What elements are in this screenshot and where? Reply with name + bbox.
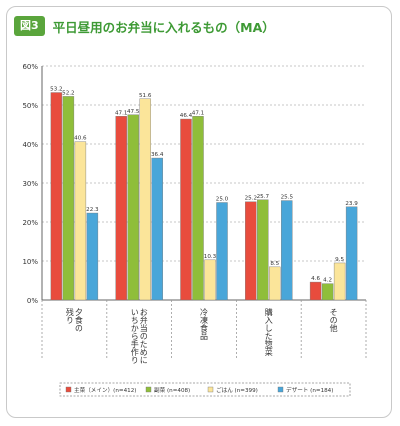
x-category-label: 購入した惣菜 <box>264 307 273 357</box>
x-category-label: いちから手作り <box>130 308 139 364</box>
bar <box>139 98 151 301</box>
y-tick-label: 30% <box>22 180 38 188</box>
data-label: 53.2 <box>50 87 62 93</box>
figure-title: 平日昼用のお弁当に入れるもの（MA） <box>52 19 275 35</box>
y-tick-label: 60% <box>22 63 38 71</box>
data-label: 9.5 <box>335 257 344 263</box>
y-tick-label: 10% <box>22 258 38 266</box>
bar <box>86 212 99 301</box>
figure-header: 図3 平日昼用のお弁当に入れるもの（MA） <box>14 14 275 38</box>
y-tick-label: 20% <box>22 219 38 227</box>
data-label: 8.5 <box>270 261 279 267</box>
x-category-label: その他 <box>329 308 338 333</box>
legend-swatch <box>277 386 284 393</box>
data-label: 40.6 <box>74 136 87 142</box>
legend-label: デザート (n=184) <box>286 386 333 394</box>
bar <box>245 201 257 301</box>
data-label: 10.3 <box>204 254 217 260</box>
x-category-label: お弁当のために <box>139 308 148 364</box>
y-tick-label: 50% <box>22 102 38 110</box>
bar <box>269 266 281 301</box>
data-label: 47.1 <box>115 110 128 116</box>
bar <box>281 200 293 301</box>
legend-swatch <box>145 386 152 393</box>
data-label: 4.2 <box>323 278 332 284</box>
legend-label: 主菜（メイン）(n=412) <box>74 386 136 394</box>
bar <box>127 114 139 301</box>
data-label: 23.9 <box>345 201 358 207</box>
data-label: 25.5 <box>281 195 294 201</box>
bar <box>333 262 346 301</box>
data-label: 25.0 <box>216 197 229 203</box>
bar <box>345 206 358 301</box>
x-category-label: 夕食の <box>74 307 83 332</box>
legend-label: ごはん (n=399) <box>216 386 258 394</box>
data-label: 51.6 <box>139 93 152 99</box>
bar <box>180 118 192 301</box>
x-category-label: 冷凍食品 <box>200 307 209 341</box>
data-label: 52.2 <box>62 90 74 96</box>
y-tick-label: 40% <box>22 141 38 149</box>
bar <box>74 141 87 301</box>
bar <box>216 202 228 301</box>
data-label: 47.1 <box>192 110 205 116</box>
bar <box>50 92 63 301</box>
data-label: 22.3 <box>86 207 99 213</box>
x-category-label: 残り <box>65 307 74 324</box>
data-label: 47.5 <box>127 109 140 115</box>
bar <box>321 283 334 301</box>
y-tick-label: 0% <box>27 297 38 305</box>
data-label: 25.7 <box>257 194 270 200</box>
legend-label: 副菜 (n=408) <box>154 386 190 394</box>
data-label: 25.2 <box>245 196 257 202</box>
data-label: 46.4 <box>180 113 193 119</box>
data-label: 4.6 <box>311 276 320 282</box>
figure-badge: 図3 <box>14 16 45 36</box>
data-label: 36.4 <box>151 152 164 158</box>
bar <box>309 281 322 301</box>
bar <box>204 259 216 301</box>
bar <box>257 199 269 301</box>
bar <box>62 96 75 301</box>
bar <box>151 157 163 301</box>
legend-swatch <box>65 386 72 393</box>
bar <box>192 116 204 301</box>
bar <box>115 116 127 301</box>
legend-swatch <box>207 386 214 393</box>
legend-box <box>59 382 351 397</box>
